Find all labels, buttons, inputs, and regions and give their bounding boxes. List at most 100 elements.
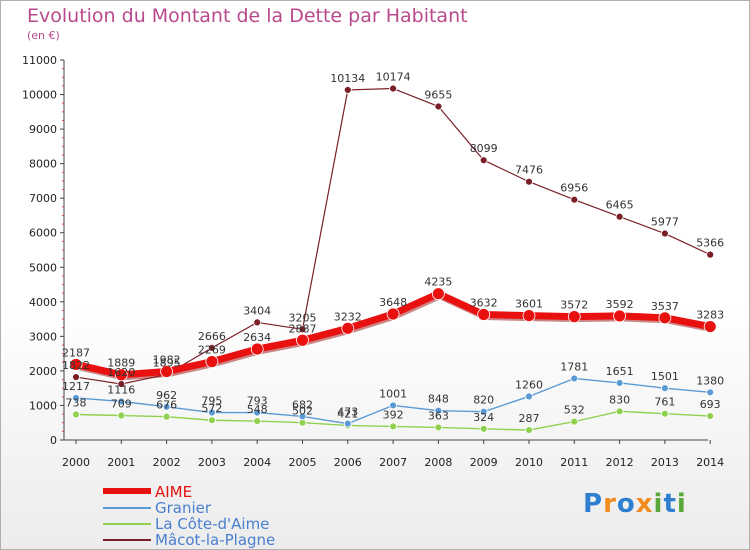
data-point xyxy=(389,422,398,431)
data-label: 3404 xyxy=(243,304,271,317)
y-tick-label: 4000 xyxy=(29,296,57,309)
data-point xyxy=(525,392,533,401)
x-tick-label: 2006 xyxy=(334,456,362,469)
data-point xyxy=(661,384,669,393)
data-point xyxy=(525,177,533,186)
data-label: 3592 xyxy=(606,298,634,311)
legend-swatch xyxy=(103,523,151,525)
data-label: 795 xyxy=(201,395,222,408)
data-label: 363 xyxy=(428,409,449,422)
data-point xyxy=(706,250,715,259)
data-point xyxy=(570,374,579,383)
data-label: 6465 xyxy=(606,199,634,212)
data-label: 682 xyxy=(292,398,313,411)
y-tick-label: 2000 xyxy=(29,365,57,378)
data-point xyxy=(389,401,398,410)
data-label: 532 xyxy=(564,404,585,417)
data-label: 10174 xyxy=(376,71,411,84)
data-point xyxy=(72,410,80,419)
x-tick-label: 2000 xyxy=(62,456,90,469)
data-label: 5366 xyxy=(696,237,724,250)
data-label: 5977 xyxy=(651,216,679,229)
data-label: 3632 xyxy=(470,297,498,310)
data-point xyxy=(615,212,624,221)
data-label: 830 xyxy=(609,393,630,406)
data-point xyxy=(567,310,581,324)
chart-subtitle: (en €) xyxy=(27,29,60,42)
data-point xyxy=(658,311,672,325)
data-point xyxy=(72,373,80,381)
data-point xyxy=(389,84,398,93)
data-label: 1116 xyxy=(107,383,135,396)
data-point xyxy=(207,416,216,425)
data-point xyxy=(661,229,669,238)
data-label: 3205 xyxy=(289,311,317,324)
data-point xyxy=(522,309,536,323)
data-point xyxy=(479,424,488,433)
data-label: 3232 xyxy=(334,310,362,323)
data-point xyxy=(479,156,488,165)
data-point xyxy=(250,342,264,356)
data-point xyxy=(207,344,216,352)
data-label: 6956 xyxy=(560,182,588,195)
data-label: 4235 xyxy=(424,276,452,289)
data-label: 1260 xyxy=(515,378,543,391)
data-label: 2269 xyxy=(198,344,226,357)
data-point xyxy=(253,417,262,425)
data-label: 738 xyxy=(66,397,87,410)
data-label: 392 xyxy=(383,408,404,421)
data-point xyxy=(479,407,488,416)
x-tick-label: 2011 xyxy=(560,456,588,469)
x-tick-label: 2003 xyxy=(198,456,226,469)
data-label: 1781 xyxy=(560,360,588,373)
y-tick-label: 0 xyxy=(50,434,57,447)
data-label: 10134 xyxy=(330,72,365,85)
data-label: 287 xyxy=(519,412,540,425)
y-tick-label: 5000 xyxy=(29,261,57,274)
data-label: 693 xyxy=(700,398,721,411)
data-point xyxy=(117,397,126,406)
data-label: 324 xyxy=(473,411,494,424)
data-label: 1895 xyxy=(153,357,181,370)
data-point xyxy=(298,325,307,334)
data-label: 3601 xyxy=(515,298,543,311)
data-label: 1620 xyxy=(107,366,135,379)
x-tick-label: 2005 xyxy=(289,456,317,469)
data-point xyxy=(706,412,715,420)
data-point xyxy=(525,426,533,434)
data-point xyxy=(343,86,352,94)
data-label: 8099 xyxy=(470,142,498,155)
data-point xyxy=(253,408,262,417)
data-point xyxy=(434,102,443,111)
data-point xyxy=(162,412,171,421)
data-point xyxy=(431,287,445,301)
data-point xyxy=(434,406,443,415)
data-label: 1982 xyxy=(153,354,181,367)
data-label: 1217 xyxy=(62,380,90,393)
data-point xyxy=(296,333,309,347)
data-point xyxy=(207,408,216,417)
x-tick-label: 2012 xyxy=(606,456,634,469)
data-point xyxy=(570,417,579,426)
y-tick-label: 1000 xyxy=(29,399,57,412)
data-point xyxy=(477,308,491,321)
data-point xyxy=(117,411,126,420)
data-point xyxy=(114,368,128,382)
data-label: 848 xyxy=(428,393,449,406)
data-point xyxy=(341,321,355,335)
series-line xyxy=(75,87,711,385)
y-tick-label: 11000 xyxy=(22,54,57,67)
data-label: 2887 xyxy=(289,322,317,335)
data-point xyxy=(205,355,219,369)
y-tick-label: 9000 xyxy=(29,123,57,136)
data-label: 709 xyxy=(111,398,132,411)
x-tick-label: 2008 xyxy=(424,456,452,469)
data-label: 676 xyxy=(156,399,177,412)
y-tick-label: 7000 xyxy=(29,192,57,205)
data-label: 793 xyxy=(247,395,268,408)
data-point xyxy=(298,412,307,421)
data-label: 3537 xyxy=(651,300,679,313)
proxiti-logo: Proxiti xyxy=(583,489,687,519)
